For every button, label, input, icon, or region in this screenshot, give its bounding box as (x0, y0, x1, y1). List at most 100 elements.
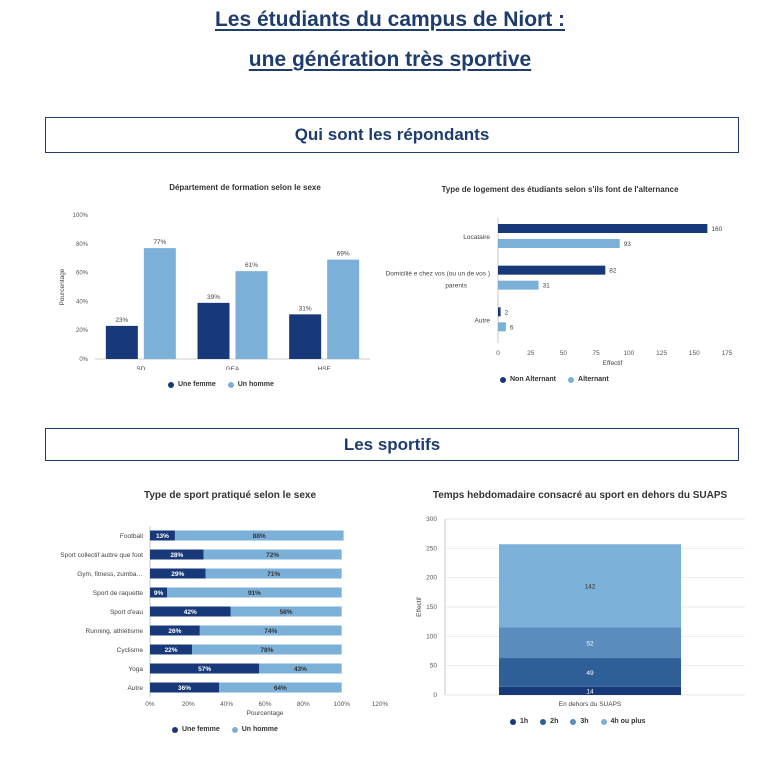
x-tick-label: 20% (182, 701, 195, 708)
x-tick-label: HSE (317, 366, 331, 370)
data-label: 57% (198, 666, 211, 673)
data-label: 23% (115, 317, 128, 324)
bar-sport-collectif-auttre-que-foot-un-homme (203, 549, 342, 560)
bar-gea-une-femme (197, 302, 230, 359)
x-tick-label: GEA (226, 366, 240, 370)
data-label: 28% (170, 552, 183, 559)
legend-dot-4h-ou-plus (600, 718, 607, 725)
legend-dot-une-femme-sport (172, 726, 178, 733)
data-label: 31% (299, 305, 312, 312)
data-label: 26% (168, 628, 181, 635)
bar-domicili-e-chez-vos-ou-un-de-vos-alternant (498, 280, 539, 290)
data-label: 69% (337, 251, 350, 258)
y-axis-title: Effectif (416, 597, 423, 617)
legend-label-3h: 3h (580, 718, 589, 725)
legend-dot-alternant (568, 376, 575, 383)
y-tick-label: 20% (76, 328, 89, 334)
data-label: 58% (280, 609, 293, 616)
y-tick-label: Sport d'eau (110, 609, 143, 616)
y-tick-label: 100 (426, 633, 437, 640)
bar-cyclisme-un-homme (192, 644, 342, 655)
chart-title-departement: Département de formation selon le sexe (169, 183, 321, 192)
y-tick-label: Cyclisme (117, 647, 144, 654)
bar-hse-une-femme (289, 314, 322, 359)
x-tick-label: 25 (527, 350, 535, 357)
bar-segment-2h (499, 658, 681, 687)
data-label: 43% (294, 666, 307, 673)
y-tick-label: 0% (79, 357, 88, 363)
y-tick-label: 200 (426, 575, 437, 582)
data-label: 36% (178, 685, 191, 692)
data-label: 71% (267, 571, 280, 578)
bar-sport-d-eau-une-femme (150, 606, 231, 617)
y-tick-label: Autre (474, 317, 490, 324)
data-label: 14 (586, 688, 594, 695)
x-axis-title: Effectif (603, 360, 623, 367)
chart-title-sport: Type de sport pratiqué selon le sexe (143, 490, 317, 501)
bar-segment-1h (499, 686, 681, 695)
bar-locataire-alternant (498, 239, 620, 248)
legend-departement: Une femme Un homme (168, 381, 274, 388)
y-tick-label: Running, athlétisme (86, 628, 144, 635)
data-label: 9% (154, 590, 164, 597)
bar-gea-un-homme (235, 271, 268, 359)
y-tick-label: 0 (433, 692, 437, 699)
data-label: 78% (260, 647, 273, 654)
data-label: 22% (165, 647, 178, 654)
bar-autre-alternant (498, 322, 506, 332)
x-tick-label: SD (136, 366, 145, 370)
bar-cyclisme-une-femme (150, 644, 193, 655)
bar-domicili-e-chez-vos-ou-un-de-vos-non-alternant (498, 265, 606, 275)
bar-sport-d-eau-un-homme (230, 606, 342, 617)
bar-gym-fitness-zumba-un-homme (205, 568, 342, 579)
x-tick-label: 75 (593, 350, 601, 357)
legend-label-1h: 1h (520, 718, 529, 725)
bar-autre-non-alternant (498, 307, 501, 317)
y-tick-label: Football (120, 533, 144, 540)
data-label: 13% (156, 533, 169, 540)
bar-sport-de-raquette-une-femme (150, 587, 168, 598)
bar-yoga-une-femme (150, 663, 260, 674)
bar-autre-un-homme (219, 682, 342, 693)
legend-temps: 1h 2h 3h 4h ou plus (510, 718, 646, 725)
y-tick-label: 100% (73, 213, 89, 219)
data-label: 6 (510, 324, 514, 331)
y-tick-label: 60% (76, 271, 89, 277)
bar-yoga-un-homme (259, 663, 342, 674)
legend-sport: Une femme Un homme (172, 726, 278, 733)
y-tick-label: 40% (76, 299, 89, 305)
data-label: 61% (245, 262, 258, 269)
legend-label-4h-ou-plus: 4h ou plus (610, 718, 646, 725)
data-label: 82 (609, 268, 617, 275)
data-label: 93 (624, 241, 632, 248)
chart-title-logement: Type de logement des étudiants selon s'i… (441, 185, 679, 194)
bar-sd-une-femme (105, 325, 138, 359)
y-tick-label: Locataire (463, 234, 490, 241)
x-tick-label: 0 (496, 350, 500, 357)
chart-departement: 0% 20% 40% 60% 80% 100% 23% 77% SD 39% 61% GEA 31% 69… (59, 213, 370, 370)
legend-label-alternant: Alternant (578, 376, 609, 383)
x-axis-title: Pourcentage (247, 710, 284, 717)
data-label: 88% (253, 533, 266, 540)
chart-temps: 0 50 100 150 200 250 300 14 49 52 142 En dehors du … (416, 516, 745, 708)
y-tick-label: Sport collectif auttre que foot (60, 552, 143, 559)
data-label: 77% (153, 239, 166, 246)
legend-dot-1h (510, 718, 516, 725)
y-tick-label: 300 (426, 516, 437, 523)
legend-logement: Non Alternant Alternant (500, 376, 609, 383)
legend-dot-non-alternant (500, 376, 506, 383)
bar-autre-une-femme (150, 682, 219, 693)
y-axis-title: Pourcentage (59, 268, 66, 305)
data-label: 52 (586, 640, 594, 647)
x-tick-label: 80% (297, 701, 310, 708)
bar-running-athl-tisme-une-femme (150, 625, 200, 636)
section-header-sportifs: Les sportifs (45, 428, 739, 461)
bar-sport-collectif-auttre-que-foot-une-femme (150, 549, 204, 560)
bar-football-un-homme (174, 530, 344, 541)
page-title-line-2: une génération très sportive (248, 48, 532, 71)
data-label: 2 (505, 309, 509, 316)
bar-football-une-femme (150, 530, 175, 541)
legend-dot-un-homme-sport (231, 726, 238, 733)
x-tick-label: 125 (656, 350, 667, 357)
legend-label-une-femme: Une femme (178, 381, 216, 388)
